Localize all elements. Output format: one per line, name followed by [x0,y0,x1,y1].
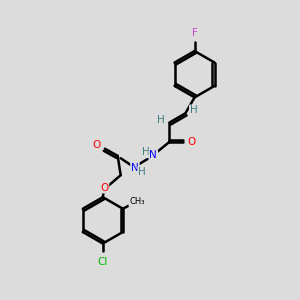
Text: N: N [131,163,139,173]
Text: Cl: Cl [98,257,108,267]
Text: CH₃: CH₃ [129,197,145,206]
Text: H: H [142,147,149,157]
Text: H: H [138,167,146,177]
Text: O: O [187,137,196,147]
Text: H: H [190,105,198,116]
Text: H: H [157,115,165,124]
Text: O: O [93,140,101,150]
Text: N: N [149,150,157,160]
Text: F: F [192,28,197,38]
Text: O: O [100,183,108,193]
